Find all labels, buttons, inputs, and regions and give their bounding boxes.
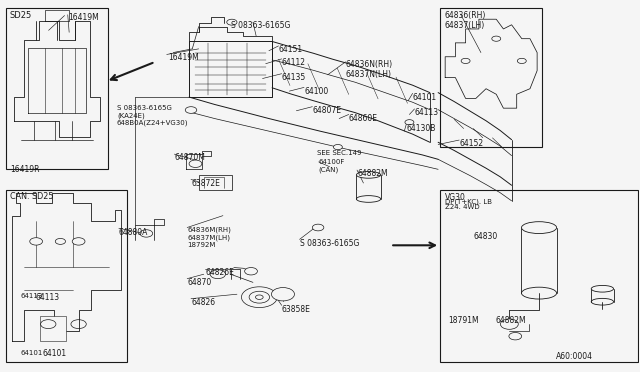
Circle shape [185, 107, 196, 113]
Circle shape [333, 144, 342, 150]
Text: 64836(RH)
64837(LH): 64836(RH) 64837(LH) [445, 11, 486, 31]
Text: 63858E: 63858E [282, 305, 310, 314]
Circle shape [227, 19, 237, 25]
Text: SEE SEC.149: SEE SEC.149 [317, 150, 362, 155]
Text: 64826E: 64826E [205, 268, 234, 277]
Text: S 08363-6165G
(KA24E)
648B0A(Z24+VG30): S 08363-6165G (KA24E) 648B0A(Z24+VG30) [117, 105, 188, 126]
Text: 64830: 64830 [473, 232, 497, 241]
Circle shape [312, 224, 324, 231]
Text: VG30: VG30 [445, 193, 465, 202]
Text: CAN. SD25: CAN. SD25 [10, 192, 53, 201]
Bar [6, 190, 127, 362]
Circle shape [140, 230, 153, 237]
Text: 63872E: 63872E [191, 179, 220, 187]
Text: 64836M(RH)
64837M(LH)
18792M: 64836M(RH) 64837M(LH) 18792M [187, 227, 231, 248]
Text: 64100F
(CAN): 64100F (CAN) [319, 159, 345, 173]
Text: 64135: 64135 [282, 73, 306, 82]
Text: DP(T+KC). LB: DP(T+KC). LB [445, 198, 492, 205]
Ellipse shape [591, 285, 614, 292]
Text: S 08363-6165G: S 08363-6165G [300, 238, 359, 248]
Bar [40, 315, 67, 341]
Ellipse shape [522, 222, 557, 234]
Bar [440, 190, 638, 362]
Circle shape [249, 291, 269, 303]
Bar [440, 8, 542, 147]
Text: 64882M: 64882M [357, 169, 388, 178]
Text: 64151: 64151 [278, 45, 303, 54]
Circle shape [55, 238, 65, 244]
Text: 16419M: 16419M [68, 13, 99, 22]
Text: 64870M: 64870M [174, 153, 205, 163]
Text: S 08363-6165G: S 08363-6165G [230, 21, 290, 30]
Text: 64826: 64826 [191, 298, 215, 307]
Text: Z24. 4WD: Z24. 4WD [445, 204, 479, 210]
Text: 64152: 64152 [460, 139, 483, 148]
Circle shape [241, 287, 277, 308]
Text: 64113: 64113 [20, 293, 43, 299]
Circle shape [500, 319, 518, 329]
Text: 64100: 64100 [304, 87, 328, 96]
Text: 64880A: 64880A [119, 228, 148, 237]
Circle shape [189, 160, 202, 167]
Text: 64101: 64101 [20, 350, 43, 356]
Text: 64860E: 64860E [349, 114, 378, 123]
Ellipse shape [356, 171, 381, 178]
Text: 64807E: 64807E [312, 106, 341, 115]
Text: 64870: 64870 [187, 278, 211, 287]
Circle shape [210, 270, 225, 279]
Text: 64101: 64101 [42, 349, 67, 358]
Text: 16419M: 16419M [168, 52, 199, 62]
Circle shape [72, 238, 85, 245]
Text: 64882M: 64882M [495, 316, 526, 325]
Text: 64112: 64112 [282, 58, 306, 67]
Bar [6, 8, 108, 169]
Bar [198, 175, 232, 190]
Text: 64836N(RH)
64837N(LH): 64836N(RH) 64837N(LH) [346, 60, 393, 79]
Circle shape [29, 238, 42, 245]
Text: SD25: SD25 [10, 11, 32, 20]
Text: 16419R: 16419R [10, 165, 40, 174]
Text: 64113: 64113 [36, 294, 60, 302]
Text: 18791M: 18791M [448, 316, 478, 325]
Circle shape [271, 288, 294, 301]
Text: 64113: 64113 [415, 108, 438, 117]
Text: 64101: 64101 [413, 93, 436, 102]
Text: A60:0004: A60:0004 [556, 352, 593, 361]
Circle shape [244, 267, 257, 275]
Text: 64130B: 64130B [406, 124, 436, 133]
